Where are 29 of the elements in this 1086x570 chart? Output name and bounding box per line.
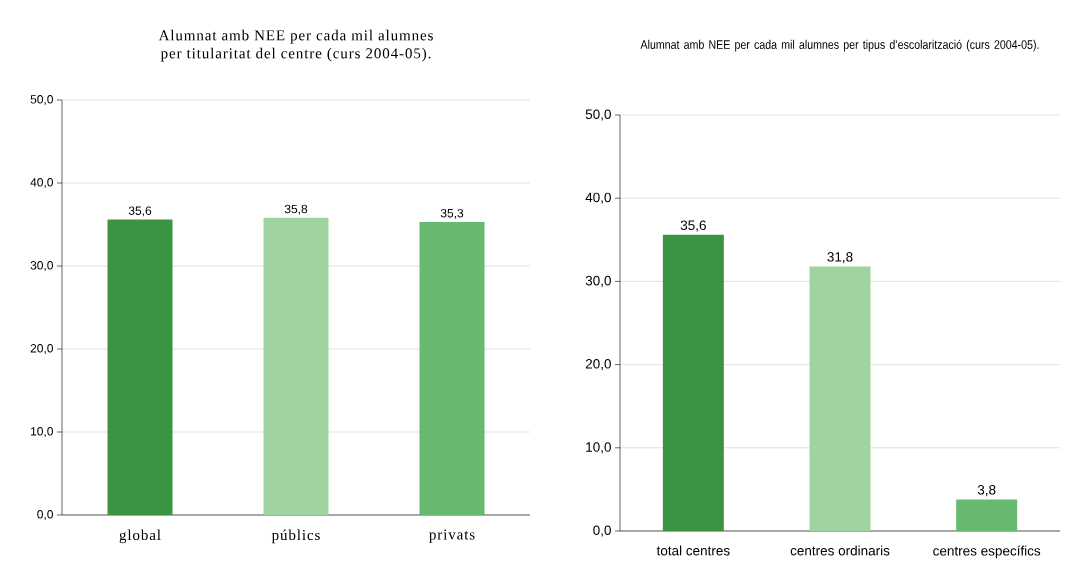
bar bbox=[809, 266, 871, 531]
data-label: 31,8 bbox=[827, 252, 853, 264]
y-tick-label: 10,0 bbox=[31, 427, 53, 437]
y-tick-label: 50,0 bbox=[585, 109, 611, 121]
chart-title: Alumnat amb NEE per cada mil alumnes per titularitat del centre (curs 2004-05). bbox=[158, 29, 433, 62]
bar bbox=[662, 234, 724, 531]
x-tick-label: centres ordinaris bbox=[790, 545, 890, 556]
y-tick-label: 40,0 bbox=[30, 178, 53, 188]
x-tick-label: públics bbox=[271, 529, 320, 544]
x-tick-label: total centres bbox=[656, 545, 730, 556]
y-tick-label: 30,0 bbox=[30, 261, 53, 271]
data-label: 3,8 bbox=[977, 485, 996, 497]
y-tick-label: 30,0 bbox=[585, 275, 611, 287]
y-tick-label: 10,0 bbox=[586, 442, 611, 454]
y-tick-label: 20,0 bbox=[585, 359, 611, 371]
x-tick-label: global bbox=[119, 529, 161, 544]
y-tick-label: 20,0 bbox=[30, 344, 53, 354]
data-label: 35,8 bbox=[284, 204, 308, 215]
y-tick-label: 0,0 bbox=[593, 525, 611, 537]
y-tick-label: 0,0 bbox=[37, 510, 53, 520]
x-tick-label: centres específics bbox=[933, 545, 1041, 559]
chart-title: Alumnat amb NEE per cada mil alumnes per tipus d'escolarització (curs 2004-05). bbox=[640, 39, 1039, 52]
data-label: 35,3 bbox=[440, 208, 464, 219]
x-tick-label: privats bbox=[429, 529, 475, 543]
y-tick-label: 40,0 bbox=[585, 192, 611, 204]
bar bbox=[956, 499, 1018, 531]
data-label: 35,6 bbox=[128, 206, 152, 217]
data-label: 35,6 bbox=[680, 220, 706, 232]
y-tick-label: 50,0 bbox=[30, 95, 53, 105]
